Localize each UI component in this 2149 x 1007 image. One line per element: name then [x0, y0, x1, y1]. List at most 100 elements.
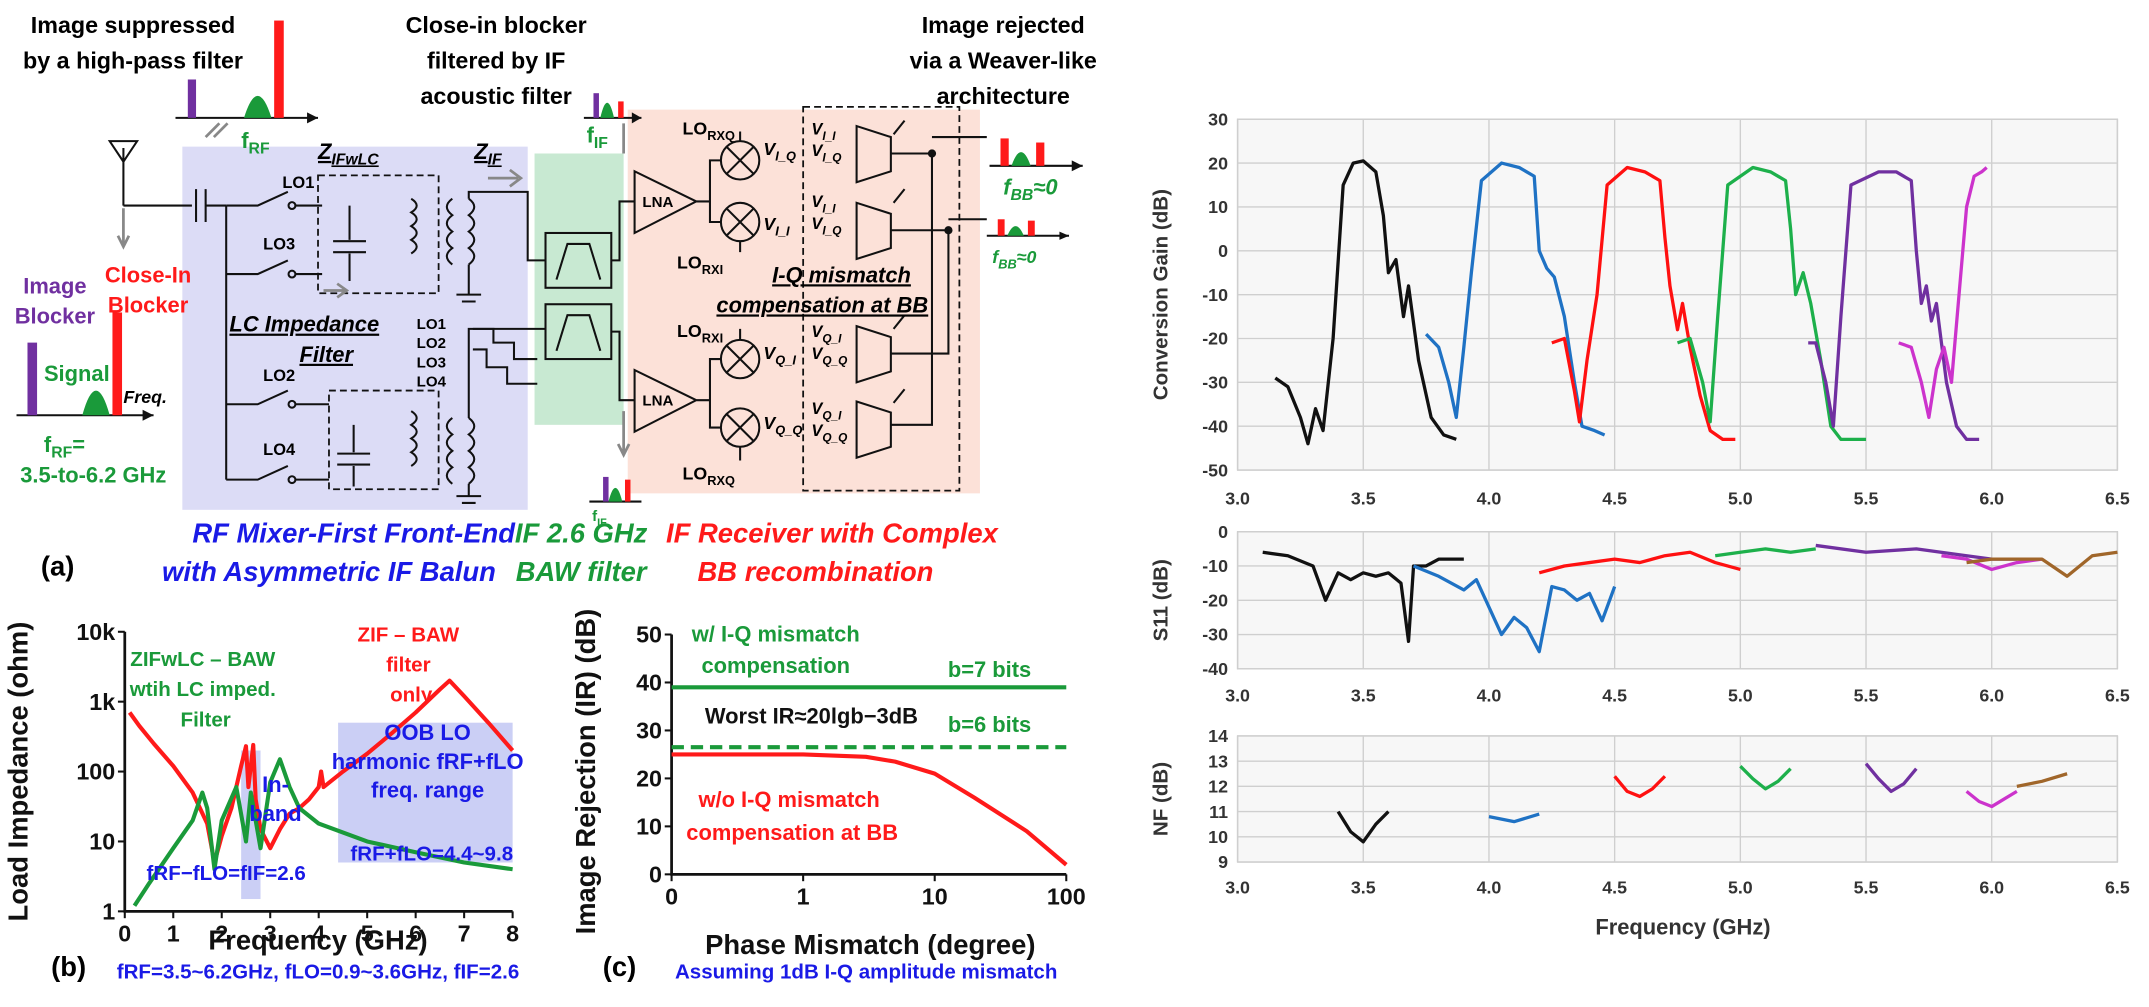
- y-axis-title: Load Impedance (ohm): [2, 622, 33, 922]
- y-tick-label: 10: [1208, 827, 1228, 847]
- x-axis-title: Frequency (GHz): [208, 925, 427, 956]
- text-part: ZIFwLC – BAW: [130, 648, 281, 671]
- y-tick-label: 30: [1208, 109, 1228, 129]
- text-part: RF: [51, 445, 72, 462]
- lo-label: LO4: [263, 441, 296, 459]
- region-label: band: [249, 801, 301, 826]
- x-tick-label: 4.0: [1477, 488, 1502, 508]
- label: Image: [23, 273, 86, 298]
- text-part: V: [811, 345, 824, 363]
- series-line: [1613, 775, 1667, 799]
- label: LNA: [642, 194, 673, 211]
- text-part: V: [763, 214, 777, 234]
- text-part: filter: [386, 654, 436, 677]
- series-line: [1864, 762, 1918, 794]
- series-line: [1739, 765, 1792, 791]
- text-part: RXI: [702, 262, 723, 277]
- y-tick-label: 0: [649, 861, 662, 887]
- label: Signal: [44, 361, 110, 386]
- series-line: [1488, 812, 1540, 824]
- label: compensation at BB: [716, 292, 928, 317]
- x-tick-label: 4.0: [1477, 686, 1502, 706]
- x-tick-label: 4.5: [1602, 878, 1627, 898]
- x-tick-label: 6.0: [1979, 488, 2004, 508]
- text-part: BB: [1011, 187, 1034, 204]
- x-tick-label: 8: [506, 920, 519, 946]
- series-line: [1966, 550, 2118, 578]
- series-line: [1941, 554, 2043, 572]
- series-line: [1336, 810, 1390, 844]
- annotation: w/ I-Q mismatch: [691, 621, 860, 646]
- label: ZIFwLC: [317, 139, 379, 168]
- x-tick-label: 1: [167, 920, 180, 946]
- text-part: V: [811, 400, 824, 418]
- label: fRF: [241, 128, 270, 157]
- text-part: =: [72, 432, 85, 457]
- text-part: V: [763, 139, 777, 159]
- region-label: In-: [262, 772, 289, 797]
- caption: RF Mixer-First Front-End: [192, 518, 516, 549]
- x-tick-label: 4.5: [1602, 488, 1627, 508]
- y-tick-label: 30: [636, 718, 662, 744]
- panel-label: (a): [41, 551, 74, 582]
- x-tick-label: 4.0: [1477, 878, 1502, 898]
- y-tick-label: 12: [1208, 777, 1228, 797]
- x-tick-label: 5.0: [1728, 878, 1753, 898]
- text-part: V: [811, 215, 824, 233]
- annotation: fRF−fLO=fIF=2.6: [147, 862, 306, 885]
- note: by a high-pass filter: [23, 48, 243, 74]
- caption: with Asymmetric IF Balun: [162, 556, 496, 587]
- label: Blocker: [15, 303, 96, 328]
- label: VQ_Q: [763, 413, 802, 437]
- text-part: Q_I: [775, 353, 796, 368]
- caption: IF 2.6 GHz: [515, 518, 648, 549]
- y-tick-label: 40: [636, 670, 662, 696]
- y-tick-label: 10k: [76, 619, 115, 645]
- x-tick-label: 1: [797, 883, 810, 909]
- x-tick-label: 5.5: [1854, 488, 1879, 508]
- y-tick-label: -30: [1202, 373, 1228, 393]
- y-tick-label: 50: [636, 622, 662, 648]
- text-part: BB: [998, 257, 1017, 272]
- label: LORXQ: [683, 464, 736, 488]
- text-part: IF: [488, 151, 502, 168]
- y-tick-label: 20: [1208, 153, 1228, 173]
- region-label: freq. range: [371, 778, 484, 803]
- series-line: [1262, 550, 1464, 644]
- series-line: [1808, 170, 1980, 442]
- annotation: compensation: [701, 653, 850, 678]
- series-label: b=7 bits: [948, 657, 1031, 682]
- text-part: LO: [683, 464, 708, 484]
- text-part: V: [811, 193, 824, 211]
- text-part: V: [811, 142, 824, 160]
- label: fIF: [587, 123, 609, 152]
- series-line: [1551, 165, 1736, 442]
- spectrum-sketches: [16, 20, 1083, 503]
- x-axis-title: Phase Mismatch (degree): [705, 929, 1035, 960]
- label: fBB≈0: [992, 247, 1036, 271]
- series-line: [1714, 547, 1816, 558]
- annotation: Worst IR≈20lgb−3dB: [705, 704, 918, 729]
- y-tick-label: -10: [1202, 285, 1228, 305]
- series-line: [132, 757, 513, 907]
- label: LC Impedance: [229, 312, 379, 337]
- text-part: V: [811, 422, 824, 440]
- x-tick-label: 4.5: [1602, 686, 1627, 706]
- lo-label: LO1: [417, 316, 446, 333]
- note: Image rejected: [922, 12, 1085, 38]
- y-tick-label: -40: [1202, 659, 1228, 679]
- text-part: f: [592, 508, 598, 525]
- text-part: Q_I: [822, 408, 842, 422]
- label: VQ_I: [811, 400, 842, 422]
- y-tick-label: -10: [1202, 556, 1228, 576]
- diagram: Image suppressed by a high-pass filter C…: [15, 12, 1097, 587]
- label: LNA: [642, 393, 673, 410]
- text-part: ≈0: [1017, 247, 1037, 267]
- axes: [123, 631, 513, 913]
- label: VI_I: [811, 120, 836, 142]
- label: VI_Q: [811, 215, 841, 237]
- x-tick-label: 3.0: [1225, 686, 1250, 706]
- label: VQ_I: [763, 343, 796, 367]
- y-tick-label: 13: [1208, 751, 1228, 771]
